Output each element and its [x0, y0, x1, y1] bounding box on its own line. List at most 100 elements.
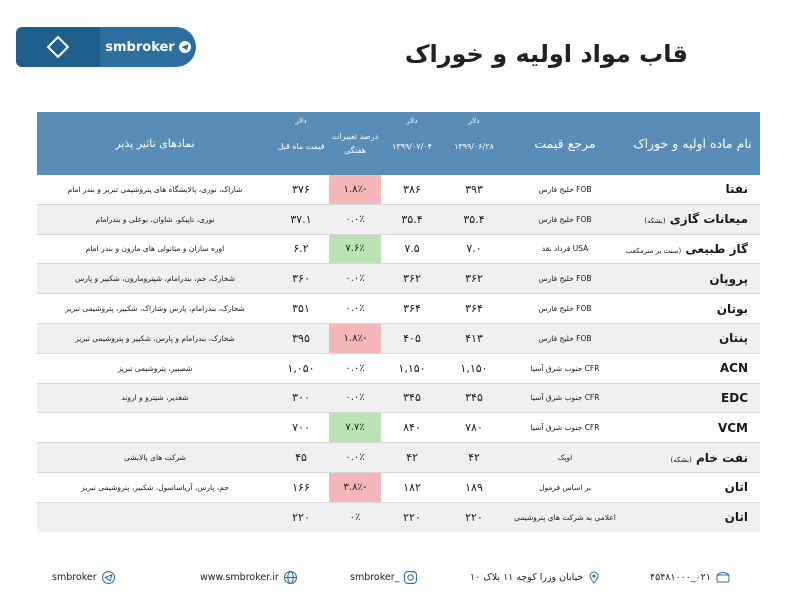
- row-symbols: شغدیر، شیترو و اروند: [37, 382, 273, 413]
- row-symbols: [37, 412, 273, 443]
- row-change: ۰.۰٪: [329, 263, 381, 294]
- header-ref: مرجع قیمت: [534, 136, 596, 151]
- table-row: نفتا FOB خلیج فارس ۳۹۳ ۳۸۶ -۱.۸٪ ۳۷۶ شازاک، ن…: [37, 175, 760, 205]
- row-price-prev-week: ۳۴۵: [381, 382, 443, 413]
- row-name: نفتا: [725, 182, 748, 197]
- row-symbols: جم، پارس، آریاساسول، شکبیر، پتروشیمی تبر…: [37, 471, 273, 503]
- row-ref: اوپک: [505, 442, 625, 473]
- row-price-prev-week: ۲۲۰: [381, 501, 443, 532]
- location-pin-icon: [589, 571, 599, 584]
- row-price-current: ۳۶۴: [443, 293, 505, 324]
- row-price-current: ۷.۰: [443, 233, 505, 264]
- paper-plane-icon: [101, 571, 115, 584]
- header-unit: دلار: [468, 116, 480, 125]
- row-name: VCM: [625, 412, 760, 443]
- row-price-current: ۱,۱۵۰: [443, 352, 505, 384]
- row-name: بوتان: [625, 293, 760, 324]
- row-price-prev-week: ۴۰۵: [381, 322, 443, 354]
- row-symbols: شرکت های پالایشی: [37, 442, 273, 473]
- price-table: نام ماده اولیه و خوراک مرجع قیمت دلار ۱۳۹…: [37, 112, 760, 532]
- header-date2: دلار ۱۳۹۹/۰۷/۰۴: [381, 112, 443, 175]
- row-price-prev-month: ۲۲۰: [273, 501, 329, 532]
- row-change: ۷.۷٪: [329, 412, 381, 443]
- row-ref: FOB خلیج فارس: [538, 184, 592, 194]
- row-change: -۱.۸٪: [329, 322, 381, 354]
- header-unit: دلار: [295, 116, 307, 125]
- table-row: گاز طبیعی (سنت بر مترمکعب) USA قرداد نقد ۷…: [37, 233, 760, 264]
- row-price-prev-month: ۱,۰۵۰: [273, 352, 329, 384]
- row-price-current: ۳۵.۴: [443, 203, 505, 235]
- row-symbols: [37, 501, 273, 532]
- row-change: ۰.۰٪: [329, 203, 381, 235]
- row-symbols: شازاک، نوری، پالایشگاه های پتروشیمی تبری…: [67, 184, 243, 194]
- row-ref: FOB خلیج فارس: [505, 293, 625, 324]
- header-unit: دلار: [406, 116, 418, 125]
- row-price-prev-month: ۳۶۰: [273, 263, 329, 294]
- table-row: میعانات گازی (بشکه) FOB خلیج فارس ۳۵.۴ ۳۵.۴…: [37, 203, 760, 235]
- row-change: ۰.۰٪: [329, 442, 381, 473]
- row-ref: اعلامی به شرکت های پتروشیمی: [505, 501, 625, 532]
- row-price-prev-month: ۳۹۵: [273, 322, 329, 354]
- row-price-prev-week: ۳۵.۴: [381, 203, 443, 235]
- row-ref: بر اساس فرمول: [505, 471, 625, 503]
- instagram-icon: [404, 571, 418, 584]
- row-price-prev-month: ۳۵۱: [273, 293, 329, 324]
- table-row: ACN CFR جنوب شرق آسیا ۱,۱۵۰ ۱,۱۵۰ ۰.۰٪ ۱,۰۵۰…: [37, 352, 760, 384]
- row-symbols: شخارک، بندرامام و پارس، شکبیر و پتروشیمی…: [37, 322, 273, 354]
- row-change: -۳.۸٪: [329, 471, 381, 503]
- row-price-prev-week: ۱۸۲: [381, 471, 443, 503]
- row-price-prev-week: ۴۲: [381, 442, 443, 473]
- logo-brand: smbroker: [100, 27, 196, 67]
- globe-icon: [283, 571, 297, 584]
- row-name: ACN: [625, 352, 760, 384]
- row-price-prev-month: ۶.۲: [273, 233, 329, 264]
- row-price-prev-week: ۳۸۶: [403, 182, 421, 196]
- table-row: اتان بر اساس فرمول ۱۸۹ ۱۸۲ -۳.۸٪ ۱۶۶ جم، پارس…: [37, 471, 760, 503]
- row-symbols: نوری، تاپیکو، شاوان، بوعلی و بندرامام: [37, 203, 273, 235]
- row-price-prev-week: ۱,۱۵۰: [381, 352, 443, 384]
- row-ref: USA قرداد نقد: [505, 233, 625, 264]
- row-price-prev-week: ۳۶۲: [381, 263, 443, 294]
- row-name: اتان: [625, 501, 760, 532]
- row-price-prev-week: ۷.۵: [381, 233, 443, 264]
- table-row: EDC CFR جنوب شرق آسیا ۳۴۵ ۳۴۵ ۰.۰٪ ۳۰۰ شغدیر،…: [37, 382, 760, 413]
- table-row: اتان اعلامی به شرکت های پتروشیمی ۲۲۰ ۲۲۰ ۰٪…: [37, 501, 760, 532]
- row-symbols: شخارک، بندرامام، پارس وشاراک، شکبیر، پتر…: [37, 293, 273, 324]
- row-symbols: شخارک، جم، بندرامام، شپترومارون، شکبیر و…: [37, 263, 273, 294]
- footer-instagram[interactable]: smbroker_: [350, 571, 418, 584]
- row-price-prev-month: ۳۷۶: [292, 182, 310, 196]
- row-symbols: شصبیر، پتروشیمی تبریز: [37, 352, 273, 384]
- table-row: بوتان FOB خلیج فارس ۳۶۴ ۳۶۴ ۰.۰٪ ۳۵۱ شخارک، ب…: [37, 293, 760, 324]
- logo-mark-icon: [46, 35, 70, 59]
- header-name: نام ماده اولیه و خوراک: [633, 136, 752, 151]
- phone-icon: [716, 572, 730, 583]
- table-row: پروپان FOB خلیج فارس ۳۶۲ ۳۶۲ ۰.۰٪ ۳۶۰ شخارک، …: [37, 263, 760, 294]
- row-change: ۰.۰٪: [329, 293, 381, 324]
- row-price-current: ۲۲۰: [443, 501, 505, 532]
- row-name: EDC: [625, 382, 760, 413]
- row-price-prev-month: ۷۰۰: [273, 412, 329, 443]
- row-name: پروپان: [625, 263, 760, 294]
- row-price-current: ۷۸۰: [443, 412, 505, 443]
- row-name: گاز طبیعی (سنت بر مترمکعب): [625, 233, 760, 264]
- header-symbols: نمادهای تاثیر پذیر: [115, 137, 195, 150]
- table-row: نفت خام (بشکه) اوپک ۴۲ ۴۲ ۰.۰٪ ۴۵ شرکت های پال…: [37, 442, 760, 473]
- row-price-current: ۳۹۳: [465, 182, 483, 196]
- row-change: ۷.۶٪: [329, 233, 381, 264]
- footer-phone: ۰۲۱_۴۵۴۸۱۰۰۰: [650, 571, 730, 583]
- row-ref: CFR جنوب شرق آسیا: [505, 412, 625, 443]
- header-prev: دلار قیمت ماه قبل: [273, 112, 329, 175]
- row-price-current: ۱۸۹: [443, 471, 505, 503]
- row-price-prev-month: ۳۰۰: [273, 382, 329, 413]
- logo: smbroker: [16, 27, 196, 67]
- row-name: میعانات گازی (بشکه): [625, 203, 760, 235]
- table-row: VCM CFR جنوب شرق آسیا ۷۸۰ ۸۴۰ ۷.۷٪ ۷۰۰: [37, 412, 760, 443]
- footer-site[interactable]: www.smbroker.ir: [200, 571, 297, 584]
- row-change: ۰٪: [329, 501, 381, 532]
- row-ref: FOB خلیج فارس: [505, 322, 625, 354]
- row-price-prev-week: ۸۴۰: [381, 412, 443, 443]
- row-price-current: ۴۱۳: [443, 322, 505, 354]
- row-price-current: ۳۴۵: [443, 382, 505, 413]
- row-price-prev-month: ۳۷.۱: [273, 203, 329, 235]
- row-name: نفت خام (بشکه): [625, 442, 760, 473]
